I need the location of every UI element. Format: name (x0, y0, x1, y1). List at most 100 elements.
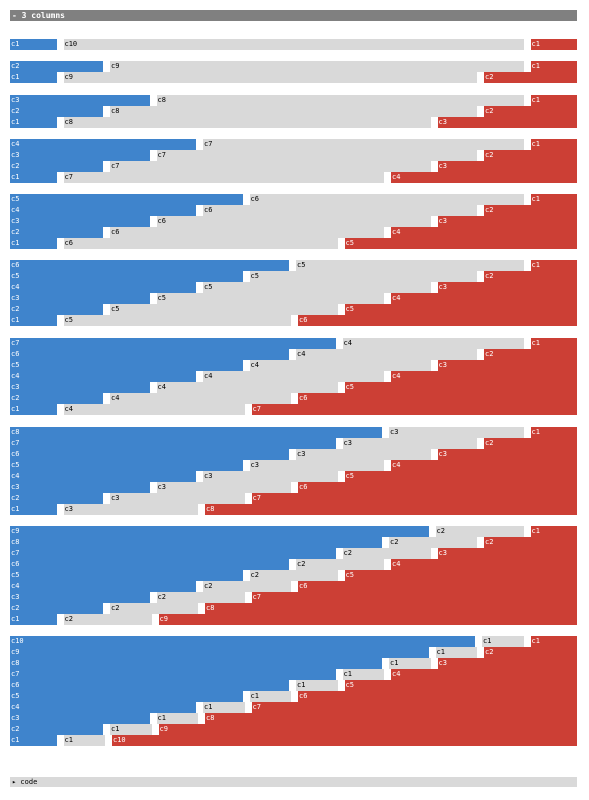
span-row: c1 c6 c5 (10, 238, 577, 249)
second-column-segment: c4 (342, 338, 524, 349)
span-row: c7 c1 c4 (10, 669, 577, 680)
second-column-segment: c3 (110, 493, 245, 504)
second-column-segment: c1 (203, 702, 245, 713)
first-column-segment: c7 (10, 548, 336, 559)
code-toggle[interactable]: ▸ code (10, 777, 577, 787)
first-column-segment: c5 (10, 360, 243, 371)
second-column-segment: c3 (203, 471, 338, 482)
first-column-segment: c5 (10, 194, 243, 205)
first-column-segment: c10 (10, 636, 475, 647)
third-column-segment: c1 (530, 636, 577, 647)
span-group: c5 c6 c1 c4 c6 c2 c3 c6 c3 c2 c6 c4 c1 c6 c5 (10, 194, 577, 249)
second-column-segment: c2 (203, 581, 291, 592)
third-column-segment: c2 (484, 271, 577, 282)
first-column-segment: c7 (10, 669, 336, 680)
first-column-segment: c8 (10, 658, 382, 669)
span-group: c3 c8 c1 c2 c8 c2 c1 c8 c3 (10, 95, 577, 128)
first-column-segment: c4 (10, 282, 196, 293)
first-column-segment: c4 (10, 581, 196, 592)
third-column-segment: c1 (530, 95, 577, 106)
third-column-segment: c7 (251, 493, 577, 504)
span-row: c6 c2 c4 (10, 559, 577, 570)
first-column-segment: c3 (10, 592, 150, 603)
third-column-segment: c3 (437, 548, 577, 559)
third-column-segment: c4 (391, 669, 577, 680)
third-column-segment: c2 (484, 150, 577, 161)
first-column-segment: c1 (10, 315, 57, 326)
third-column-segment: c4 (391, 293, 577, 304)
second-column-segment: c7 (156, 150, 477, 161)
second-column-segment: c1 (110, 724, 152, 735)
span-row: c1 c10 c1 (10, 39, 577, 50)
span-row: c3 c4 c5 (10, 382, 577, 393)
section-title-bar[interactable]: - 3 columns (10, 10, 577, 21)
first-column-segment: c2 (10, 227, 103, 238)
second-column-segment: c1 (156, 713, 198, 724)
first-column-segment: c4 (10, 702, 196, 713)
third-column-segment: c3 (437, 161, 577, 172)
span-row: c4 c6 c2 (10, 205, 577, 216)
span-row: c4 c3 c5 (10, 471, 577, 482)
second-column-segment: c3 (342, 438, 477, 449)
third-column-segment: c1 (530, 139, 577, 150)
third-column-segment: c1 (530, 427, 577, 438)
second-column-segment: c8 (110, 106, 477, 117)
span-group: c6 c5 c1 c5 c5 c2 c4 c5 c3 c3 c5 c4 c2 c5 c5 c1 c5 c6 (10, 260, 577, 326)
span-row: c4 c7 c1 (10, 139, 577, 150)
span-group: c10 c1 c1 c9 c1 c2 c8 c1 c3 c7 c1 c4 c6 c1 c5 c5 c1 c6 c4 c… (10, 636, 577, 746)
second-column-segment: c4 (156, 382, 338, 393)
third-column-segment: c6 (298, 482, 577, 493)
third-column-segment: c5 (344, 680, 577, 691)
third-column-segment: c3 (437, 360, 577, 371)
third-column-segment: c2 (484, 647, 577, 658)
second-column-segment: c1 (249, 691, 291, 702)
first-column-segment: c9 (10, 647, 429, 658)
third-column-segment: c4 (391, 172, 577, 183)
first-column-segment: c2 (10, 106, 103, 117)
third-column-segment: c3 (437, 282, 577, 293)
first-column-segment: c8 (10, 427, 382, 438)
span-row: c3 c3 c6 (10, 482, 577, 493)
span-row: c4 c4 c4 (10, 371, 577, 382)
third-column-segment: c1 (530, 526, 577, 537)
span-row: c7 c4 c1 (10, 338, 577, 349)
second-column-segment: c3 (249, 460, 384, 471)
first-column-segment: c1 (10, 72, 57, 83)
third-column-segment: c2 (484, 438, 577, 449)
second-column-segment: c2 (296, 559, 384, 570)
third-column-segment: c6 (298, 691, 577, 702)
third-column-segment: c8 (205, 504, 577, 515)
second-column-segment: c6 (249, 194, 524, 205)
second-column-segment: c1 (482, 636, 524, 647)
second-column-segment: c2 (342, 548, 431, 559)
third-column-segment: c8 (205, 713, 577, 724)
first-column-segment: c4 (10, 205, 196, 216)
second-column-segment: c8 (63, 117, 431, 128)
first-column-segment: c2 (10, 61, 103, 72)
third-column-segment: c7 (251, 404, 577, 415)
third-column-segment: c6 (298, 315, 577, 326)
span-row: c7 c2 c3 (10, 548, 577, 559)
second-column-segment: c1 (63, 735, 105, 746)
first-column-segment: c2 (10, 393, 103, 404)
first-column-segment: c6 (10, 449, 289, 460)
second-column-segment: c1 (389, 658, 431, 669)
span-row: c6 c3 c3 (10, 449, 577, 460)
third-column-segment: c5 (344, 570, 577, 581)
span-row: c9 c2 c1 (10, 526, 577, 537)
span-row: c1 c4 c7 (10, 404, 577, 415)
second-column-segment: c10 (63, 39, 524, 50)
second-column-segment: c7 (110, 161, 431, 172)
second-column-segment: c3 (156, 482, 291, 493)
span-row: c2 c9 c1 (10, 61, 577, 72)
first-column-segment: c6 (10, 349, 289, 360)
third-column-segment: c5 (344, 304, 577, 315)
span-row: c6 c1 c5 (10, 680, 577, 691)
first-column-segment: c3 (10, 150, 150, 161)
second-column-segment: c7 (63, 172, 384, 183)
span-row: c8 c3 c1 (10, 427, 577, 438)
third-column-segment: c2 (484, 349, 577, 360)
third-column-segment: c6 (298, 393, 577, 404)
second-column-segment: c2 (435, 526, 524, 537)
third-column-segment: c1 (530, 338, 577, 349)
